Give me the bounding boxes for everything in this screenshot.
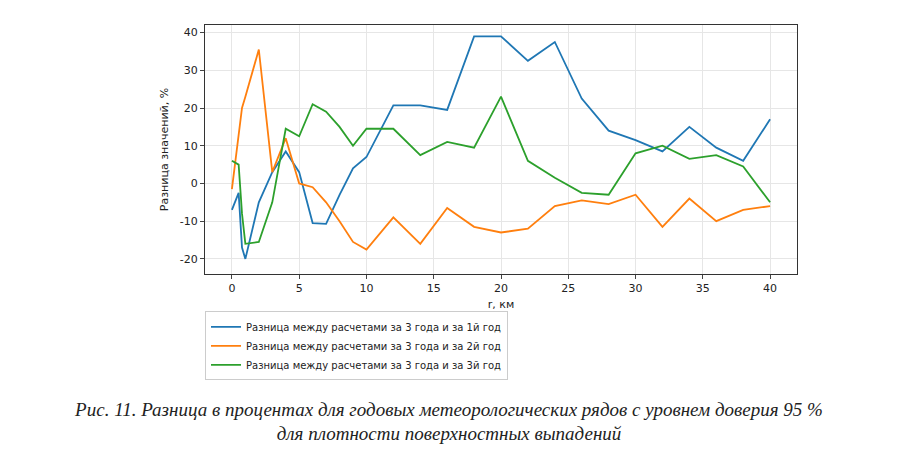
svg-text:Разница между расчетами за 3 г: Разница между расчетами за 3 года и за 1… (246, 322, 501, 333)
svg-text:-20: -20 (180, 253, 198, 266)
svg-text:25: 25 (561, 282, 575, 295)
svg-text:Разница между расчетами за 3 г: Разница между расчетами за 3 года и за 2… (246, 341, 501, 352)
svg-text:0: 0 (228, 282, 235, 295)
svg-text:20: 20 (494, 282, 508, 295)
svg-text:5: 5 (296, 282, 303, 295)
svg-text:r, км: r, км (488, 298, 514, 311)
svg-text:10: 10 (184, 140, 198, 153)
svg-text:40: 40 (763, 282, 777, 295)
svg-text:30: 30 (629, 282, 643, 295)
svg-text:-10: -10 (180, 215, 198, 228)
svg-text:30: 30 (184, 64, 198, 77)
svg-text:40: 40 (184, 26, 198, 39)
svg-text:35: 35 (696, 282, 710, 295)
html-text:Рис. 11. Разница в процентах д: Рис. 11. Разница в процентах для годовых… (75, 399, 823, 444)
svg-text:10: 10 (359, 282, 373, 295)
svg-text:15: 15 (427, 282, 441, 295)
svg-text:0: 0 (191, 177, 198, 190)
svg-text:Разница между расчетами за 3 г: Разница между расчетами за 3 года и за 3… (246, 360, 501, 371)
svg-text:Разница значений, %: Разница значений, % (158, 88, 171, 211)
svg-text:20: 20 (184, 102, 198, 115)
